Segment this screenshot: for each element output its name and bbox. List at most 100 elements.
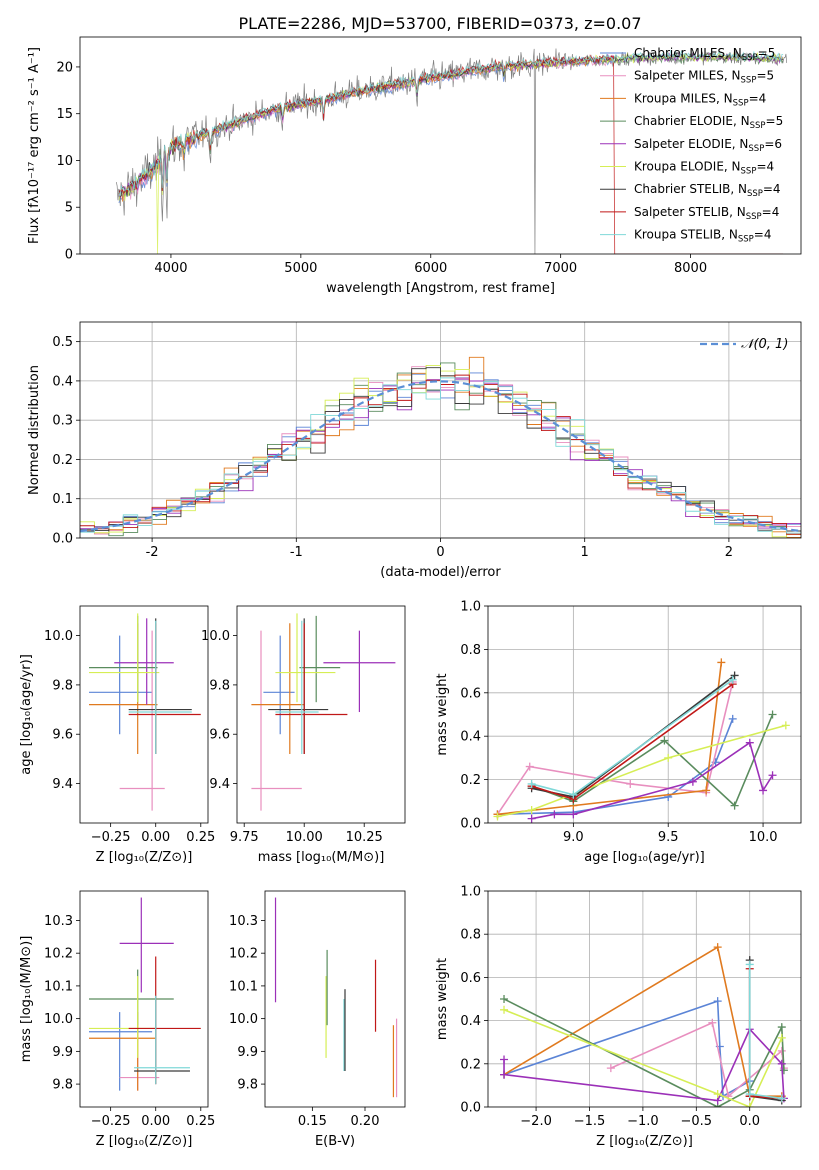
axes-frame (487, 605, 802, 824)
y-tick-label: 1.0 (460, 885, 481, 900)
residual-hist-kroupa_stelib (80, 377, 801, 534)
y-tick-label: 0.0 (52, 532, 73, 547)
weight-marker-kroupa_elodie (664, 753, 673, 762)
plot-area (488, 891, 801, 1107)
x-tick-label: 0.25 (186, 1114, 215, 1129)
axes-frame (79, 36, 802, 255)
plot-area (274, 897, 398, 1098)
y-axis-label: mass [log₁₀(M/M⊙)] (19, 936, 34, 1063)
x-tick-label: −0.25 (91, 830, 131, 845)
y-tick-label: 10.1 (229, 979, 258, 994)
y-axis-label: mass weight (435, 958, 450, 1040)
x-tick-label: 10.00 (286, 830, 323, 845)
y-tick-label: 0.2 (52, 453, 73, 468)
weight-marker-kroupa_stelib (728, 675, 737, 684)
y-tick-label: 10.3 (44, 914, 73, 929)
weight-marker-salpeter_elodie (527, 814, 536, 823)
weight-marker-chabrier_elodie (768, 710, 777, 719)
x-tick-label: 9.75 (230, 830, 259, 845)
x-tick-label: 0.0 (739, 1114, 760, 1129)
residual-hist-chabrier_stelib (80, 367, 801, 532)
y-tick-label: 0 (65, 248, 73, 263)
x-axis-label: age [log₁₀(age/yr)] (584, 850, 705, 865)
x-tick-label: 6000 (414, 261, 447, 276)
legend-label-kroupa_miles: Kroupa MILES, NSSP=4 (634, 91, 766, 108)
weight-marker-salpeter_miles (525, 762, 534, 771)
weight-marker-chabrier_stelib (730, 671, 739, 680)
x-tick-label: 9.5 (658, 830, 679, 845)
x-tick-label: −1.0 (627, 1114, 659, 1129)
y-tick-label: 1.0 (460, 600, 481, 615)
y-tick-label: 0.8 (460, 928, 481, 943)
weight-marker-salpeter_elodie (569, 810, 578, 819)
x-tick-label: 2 (725, 545, 733, 560)
weight-marker-kroupa_stelib (527, 779, 536, 788)
x-axis-label: Z [log₁₀(Z/Z⊙)] (596, 1134, 693, 1149)
weight-marker-salpeter_elodie (500, 1055, 509, 1064)
y-tick-label: 10.3 (229, 914, 258, 929)
x-tick-label: -1 (290, 545, 303, 560)
axes-frame (79, 321, 802, 539)
x-tick-label: 0.00 (141, 1114, 170, 1129)
axes-frame (264, 890, 406, 1108)
legend-label-salpeter_elodie: Salpeter ELODIE, NSSP=6 (634, 137, 782, 154)
weight-marker-chabrier_miles (728, 714, 737, 723)
x-tick-label: −1.5 (574, 1114, 606, 1129)
x-tick-label: 0 (436, 545, 444, 560)
figure-title: PLATE=2286, MJD=53700, FIBERID=0373, z=0… (238, 14, 641, 33)
x-tick-label: 7000 (544, 261, 577, 276)
x-tick-label: 9.0 (563, 830, 584, 845)
weight-marker-kroupa_elodie (745, 1103, 754, 1107)
weight-marker-kroupa_elodie (713, 1090, 722, 1099)
weight-marker-kroupa_elodie (527, 805, 536, 814)
weight-marker-chabrier_elodie (779, 1066, 788, 1075)
y-axis-label: Flux [fλ10⁻¹⁷ erg cm⁻² s⁻¹ A⁻¹] (27, 47, 42, 244)
weight-marker-kroupa_miles (702, 786, 711, 795)
plot-area (89, 613, 201, 811)
weight-marker-salpeter_elodie (688, 777, 697, 786)
x-tick-label: 0.00 (141, 830, 170, 845)
weight-marker-salpeter_elodie (777, 1059, 786, 1068)
panel-mass_vs_EBV: 0.15 0.20 9.8 9.9 10.0 10.1 10.2 10.3 E(B-V) (229, 890, 406, 1149)
weight-marker-kroupa_stelib (777, 1094, 786, 1103)
legend-label-kroupa_elodie: Kroupa ELODIE, NSSP=4 (634, 160, 774, 177)
y-tick-label: 0.2 (460, 1057, 481, 1072)
legend-label-chabrier_stelib: Chabrier STELIB, NSSP=4 (634, 182, 781, 199)
panel-age_vs_mass: 9.75 10.00 10.25 9.4 9.6 9.8 10.0 mass [log₁₀(M… (201, 605, 406, 865)
y-tick-label: 9.8 (237, 1078, 258, 1093)
y-tick-label: 0.2 (460, 773, 481, 788)
y-tick-label: 9.8 (52, 1078, 73, 1093)
weight-marker-salpeter_miles (606, 1064, 615, 1073)
x-tick-label: 4000 (154, 261, 187, 276)
panel-mass_weight_vs_age: 9.0 9.5 10.0 0.0 0.2 0.4 0.6 0.8 1.0 age [log₁₀(a… (435, 600, 802, 865)
weight-marker-kroupa_miles (717, 658, 726, 667)
axes-frame (79, 890, 209, 1108)
y-tick-label: 9.4 (209, 777, 230, 792)
weight-marker-salpeter_elodie (550, 810, 559, 819)
y-tick-label: 0.0 (460, 817, 481, 832)
x-tick-label: −0.5 (681, 1114, 713, 1129)
y-tick-label: 0.8 (460, 643, 481, 658)
weight-marker-salpeter_elodie (500, 1070, 509, 1079)
y-tick-label: 10.0 (44, 629, 73, 644)
weight-marker-kroupa_elodie (781, 721, 790, 730)
legend-label-kroupa_stelib: Kroupa STELIB, NSSP=4 (634, 228, 772, 245)
legend-label-salpeter_miles: Salpeter MILES, NSSP=5 (634, 69, 774, 86)
y-tick-label: 10.1 (44, 979, 73, 994)
x-tick-label: 0.25 (186, 830, 215, 845)
weight-marker-kroupa_elodie (777, 1033, 786, 1042)
weight-marker-kroupa_stelib (745, 960, 754, 969)
panel-age_vs_Z: −0.25 0.00 0.25 9.4 9.6 9.8 10.0 Z [log₁₀(Z/Z⊙)… (19, 605, 215, 865)
weight-marker-salpeter_elodie (745, 738, 754, 747)
panel-spectrum: 4000 5000 6000 7000 8000 0 5 10 15 20 wavelength [… (27, 36, 802, 296)
x-tick-label: 0.20 (351, 1114, 380, 1129)
legend-label-normal: 𝒩(0, 1) (741, 337, 788, 352)
x-axis-label: E(B-V) (315, 1134, 355, 1149)
y-tick-label: 9.4 (52, 777, 73, 792)
weight-marker-kroupa_elodie (500, 1005, 509, 1014)
x-axis-label: wavelength [Angstrom, rest frame] (326, 281, 555, 296)
y-tick-label: 10.0 (44, 1012, 73, 1027)
y-tick-label: 0.6 (460, 971, 481, 986)
panel-mass_weight_vs_Z: −2.0 −1.5 −1.0 −0.5 0.0 0.0 0.2 0.4 0.6 0.8 1.0 Z [… (435, 885, 802, 1149)
